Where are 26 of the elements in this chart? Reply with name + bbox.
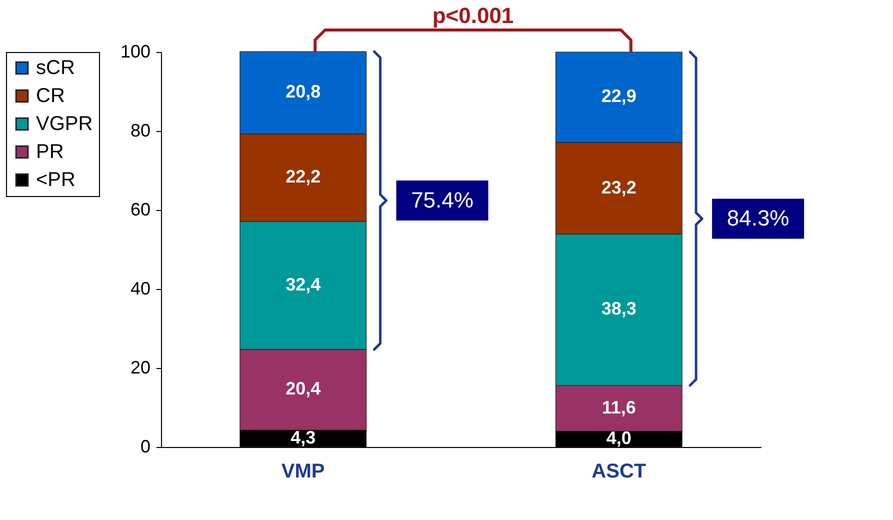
y-tick-label: 20 <box>130 358 150 378</box>
data-label: 22,2 <box>286 166 321 187</box>
y-tick-label: 60 <box>130 200 150 220</box>
x-tick-label: VMP <box>281 460 325 482</box>
annotation: 75.4% <box>411 188 474 213</box>
legend-label: PR <box>36 141 64 163</box>
data-label: 4,3 <box>290 428 316 448</box>
legend-label: <PR <box>36 169 76 191</box>
y-tick-label: 100 <box>120 42 150 62</box>
y-tick-label: 0 <box>140 436 150 456</box>
data-label: 22,9 <box>601 86 636 106</box>
legend-label: sCR <box>36 57 75 79</box>
data-label: 32,4 <box>286 274 321 294</box>
data-label: 23,2 <box>601 177 636 198</box>
data-label: 20,4 <box>286 378 321 399</box>
data-label: 11,6 <box>602 397 636 418</box>
legend-label: CR <box>36 85 65 107</box>
legend-label: VGPR <box>36 113 93 135</box>
data-label: 38,3 <box>601 298 636 319</box>
x-tick-label: ASCT <box>592 460 646 482</box>
y-tick-label: 80 <box>130 120 150 140</box>
data-label: 20,8 <box>286 82 321 102</box>
annotation: 84.3% <box>726 206 790 231</box>
y-tick-label: 40 <box>130 278 150 298</box>
text: p<0.001 <box>432 3 514 28</box>
data-label: 4,0 <box>606 428 632 448</box>
